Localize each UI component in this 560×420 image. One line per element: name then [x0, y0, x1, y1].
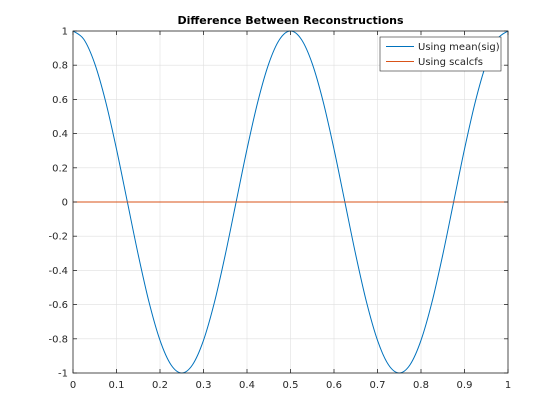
y-tick-label: -0.2 — [48, 232, 68, 243]
y-tick-label: 0.6 — [52, 95, 68, 106]
y-tick-label: 0.2 — [52, 163, 68, 174]
x-tick-label: 0 — [70, 380, 76, 391]
legend-label: Using scalcfs — [418, 57, 483, 68]
y-tick-label: 0 — [62, 198, 68, 209]
x-tick-label: 0.2 — [152, 380, 168, 391]
x-tick-label: 0.5 — [283, 380, 299, 391]
x-tick-label: 0.3 — [196, 380, 212, 391]
x-tick-label: 0.7 — [370, 380, 386, 391]
legend-label: Using mean(sig) — [418, 42, 500, 53]
legend-box — [379, 36, 502, 72]
x-tick-label: 0.6 — [326, 380, 342, 391]
y-tick-label: -0.4 — [48, 266, 68, 277]
x-tick-label: 0.8 — [413, 380, 429, 391]
x-tick-label: 0.9 — [457, 380, 473, 391]
legend: Using mean(sig) Using scalcfs — [379, 36, 502, 72]
y-tick-label: 0.8 — [52, 61, 68, 72]
x-tick-label: 1 — [505, 380, 511, 391]
chart-title: Difference Between Reconstructions — [177, 14, 403, 27]
x-tick-label: 0.4 — [239, 380, 255, 391]
x-tick-label: 0.1 — [109, 380, 125, 391]
y-tick-label: 1 — [62, 27, 68, 38]
ticks: 0 0.1 0.2 0.3 0.4 0.5 0.6 0.7 0.8 0.9 1 -1 -0.8 -0.6 -… — [48, 27, 511, 392]
y-tick-label: 0.4 — [52, 129, 68, 140]
y-tick-label: -0.6 — [48, 300, 68, 311]
y-tick-label: -1 — [58, 369, 68, 380]
y-tick-label: -0.8 — [48, 334, 68, 345]
